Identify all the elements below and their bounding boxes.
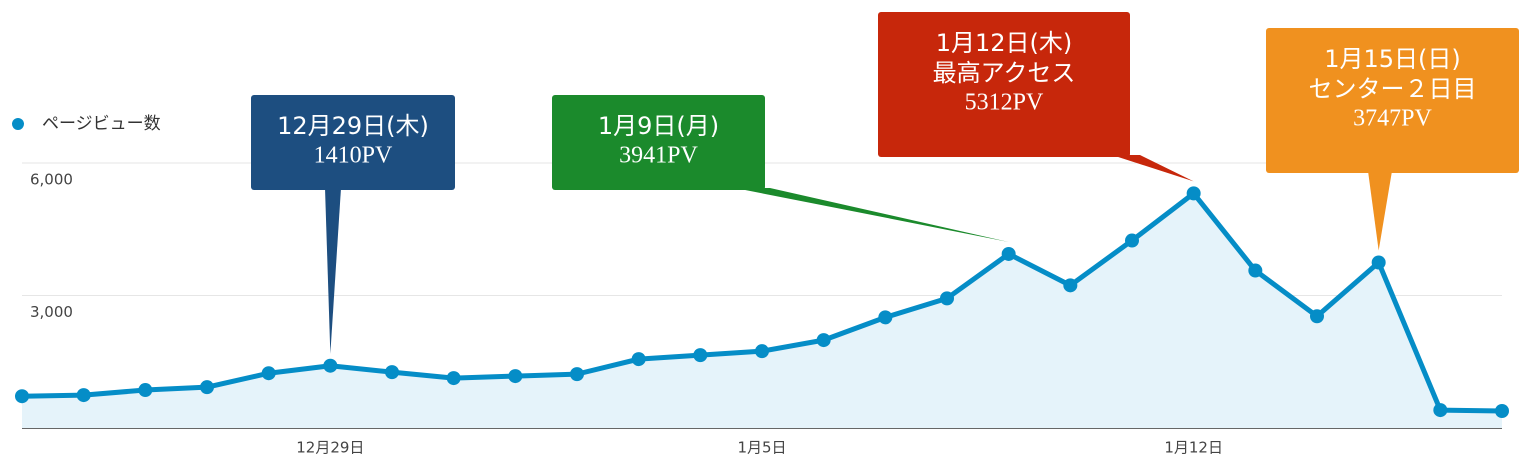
- y-tick-label: 6,000: [30, 171, 73, 189]
- annotation-pointer: [325, 188, 341, 354]
- point: [1495, 403, 1509, 418]
- annotation-box: [1266, 28, 1519, 173]
- x-tick-label: 12月29日: [296, 439, 364, 457]
- point: [1186, 186, 1201, 201]
- point: [261, 366, 276, 381]
- x-tick-label: 1月12日: [1164, 439, 1223, 457]
- annotation-text: 3747PV: [1353, 106, 1432, 132]
- annotation: 1月15日(日)センター２日目 3747PV: [1266, 28, 1519, 251]
- point: [508, 369, 523, 384]
- point: [940, 291, 954, 306]
- y-tick-label: 3,000: [30, 303, 73, 321]
- point: [1063, 278, 1078, 293]
- annotation-box: [251, 95, 455, 190]
- annotation-text: センター２日目: [1309, 75, 1477, 103]
- point: [385, 365, 399, 380]
- legend-label: ページビュー数: [42, 114, 161, 134]
- point: [1248, 263, 1263, 278]
- legend-marker: [12, 118, 24, 130]
- annotation-pointer: [1368, 171, 1392, 251]
- point: [323, 358, 338, 373]
- annotation: 1月12日(木)最高アクセス 5312PV: [878, 12, 1194, 182]
- point: [693, 348, 708, 363]
- annotation-text: 3941PV: [619, 143, 698, 169]
- point: [15, 389, 29, 404]
- point: [446, 371, 461, 386]
- point: [1310, 309, 1324, 324]
- point: [755, 344, 769, 359]
- point: [816, 333, 831, 348]
- annotation: 1月9日(月) 3941PV: [552, 95, 1009, 242]
- point: [1001, 246, 1016, 261]
- annotation-text: 12月29日(木): [277, 112, 429, 140]
- annotation-text: 1月12日(木): [936, 29, 1073, 57]
- point: [200, 380, 214, 395]
- x-tick-label: 1月5日: [737, 439, 786, 457]
- annotation-text: 1月9日(月): [598, 112, 719, 140]
- point: [631, 352, 646, 367]
- point: [570, 367, 584, 382]
- annotation-pointer: [735, 188, 1009, 242]
- point: [1371, 255, 1386, 270]
- point: [138, 383, 153, 398]
- annotation: 12月29日(木) 1410PV: [251, 95, 455, 354]
- point: [76, 388, 91, 403]
- annotation-box: [552, 95, 765, 190]
- point: [878, 310, 893, 325]
- annotation-pointer: [1112, 155, 1194, 182]
- annotation-text: 1410PV: [314, 143, 393, 169]
- annotation-text: 1月15日(日): [1324, 45, 1461, 73]
- annotation-text: 5312PV: [965, 90, 1044, 116]
- point: [1433, 403, 1448, 418]
- area: [22, 193, 1502, 428]
- point: [1125, 233, 1139, 248]
- annotation-text: 最高アクセス: [933, 59, 1076, 87]
- annotation-box: [878, 12, 1130, 157]
